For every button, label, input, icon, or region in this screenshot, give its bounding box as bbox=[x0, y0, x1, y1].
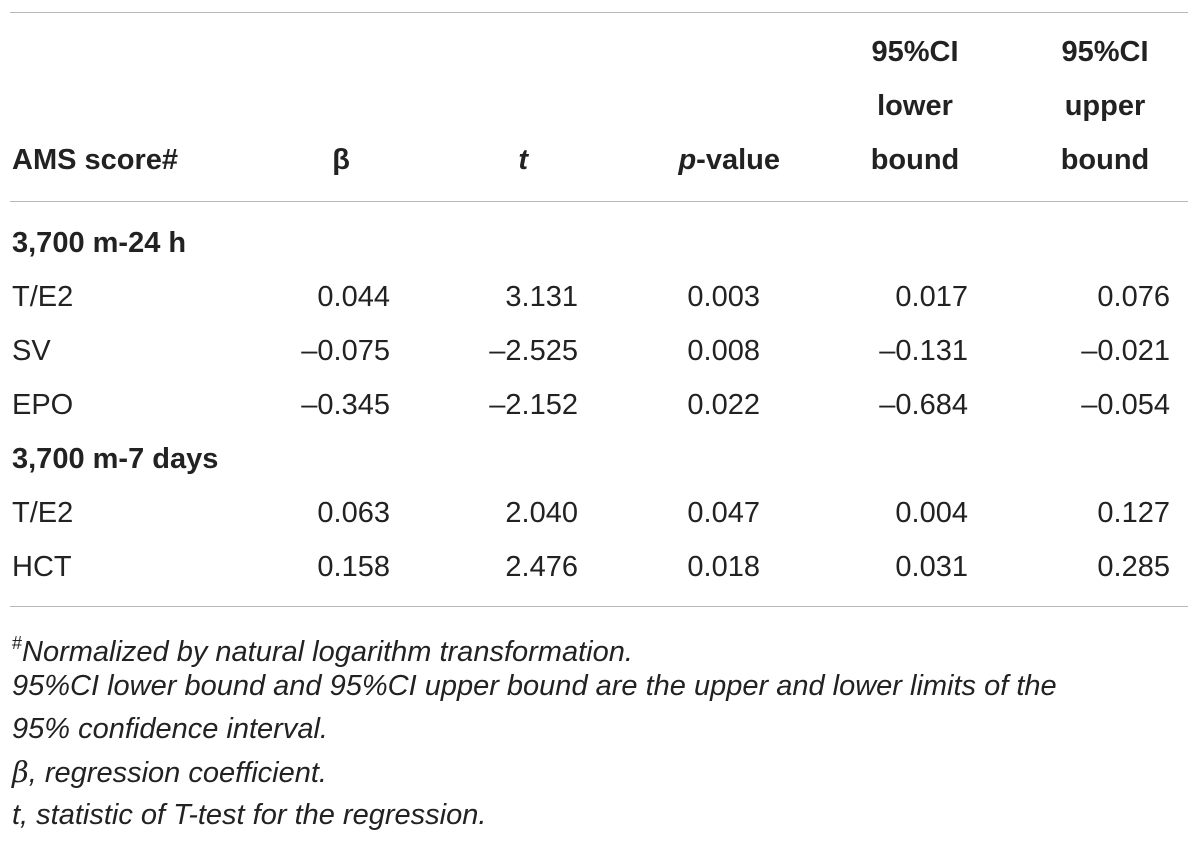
footnote-beta: β, regression coefficient. bbox=[12, 751, 1192, 795]
footnote-normalized-text: Normalized by natural logarithm transfor… bbox=[22, 636, 633, 668]
header-p-italic: p bbox=[678, 144, 697, 176]
cell-beta: 0.063 bbox=[317, 497, 390, 529]
cell-lower: –0.684 bbox=[879, 389, 968, 421]
header-upper-bound: 95%CI upper bound bbox=[1040, 25, 1170, 187]
header-lower-line3: bound bbox=[870, 144, 960, 176]
header-p-value: p-value bbox=[678, 143, 780, 177]
cell-upper: 0.076 bbox=[1097, 281, 1170, 313]
cell-beta: –0.075 bbox=[301, 335, 390, 367]
cell-t: –2.525 bbox=[489, 335, 578, 367]
cell-upper: 0.127 bbox=[1097, 497, 1170, 529]
cell-upper: –0.054 bbox=[1081, 389, 1170, 421]
cell-beta: –0.345 bbox=[301, 389, 390, 421]
cell-beta: 0.158 bbox=[317, 551, 390, 583]
header-lower-bound: 95%CI lower bound bbox=[850, 25, 980, 187]
header-label: AMS score# bbox=[12, 144, 179, 176]
cell-beta: 0.044 bbox=[317, 281, 390, 313]
cell-lower: 0.031 bbox=[895, 551, 968, 583]
cell-p: 0.022 bbox=[687, 389, 760, 421]
group-title: 3,700 m-7 days bbox=[12, 443, 219, 475]
cell-p: 0.008 bbox=[687, 335, 760, 367]
table-header-rule bbox=[10, 201, 1188, 202]
header-upper-line3: bound bbox=[1060, 144, 1150, 176]
footnote-t: t, statistic of T-test for the regressio… bbox=[12, 799, 487, 831]
cell-t: 3.131 bbox=[505, 281, 578, 313]
cell-lower: 0.004 bbox=[895, 497, 968, 529]
cell-t: 2.476 bbox=[505, 551, 578, 583]
header-t: t bbox=[518, 144, 528, 176]
row-label: T/E2 bbox=[12, 497, 74, 529]
footnote-beta-symbol: β bbox=[12, 755, 29, 789]
cell-p: 0.018 bbox=[687, 551, 760, 583]
cell-lower: 0.017 bbox=[895, 281, 968, 313]
footnote-normalized: #Normalized by natural logarithm transfo… bbox=[12, 622, 1192, 674]
footnote-beta-text: , regression coefficient. bbox=[28, 757, 327, 789]
table-top-rule bbox=[10, 12, 1188, 13]
cell-t: 2.040 bbox=[505, 497, 578, 529]
header-lower-line2: lower bbox=[877, 90, 953, 122]
header-p-rest: -value bbox=[696, 144, 780, 176]
footnote-mark: # bbox=[12, 633, 23, 653]
cell-upper: –0.021 bbox=[1081, 335, 1170, 367]
cell-p: 0.003 bbox=[687, 281, 760, 313]
header-lower-line1: 95%CI bbox=[871, 36, 959, 68]
footnote-ci-line1: 95%CI lower bound and 95%CI upper bound … bbox=[12, 670, 1057, 702]
table-bottom-rule bbox=[10, 606, 1188, 607]
footnote-ci-line2: 95% confidence interval. bbox=[12, 713, 328, 745]
row-label: EPO bbox=[12, 389, 74, 421]
group-title: 3,700 m-24 h bbox=[12, 227, 187, 259]
cell-lower: –0.131 bbox=[879, 335, 968, 367]
header-upper-line2: upper bbox=[1064, 90, 1146, 122]
row-label: SV bbox=[12, 335, 51, 367]
cell-t: –2.152 bbox=[489, 389, 578, 421]
row-label: HCT bbox=[12, 551, 72, 583]
row-label: T/E2 bbox=[12, 281, 74, 313]
header-beta: β bbox=[332, 144, 350, 176]
header-upper-line1: 95%CI bbox=[1061, 36, 1149, 68]
cell-p: 0.047 bbox=[687, 497, 760, 529]
cell-upper: 0.285 bbox=[1097, 551, 1170, 583]
